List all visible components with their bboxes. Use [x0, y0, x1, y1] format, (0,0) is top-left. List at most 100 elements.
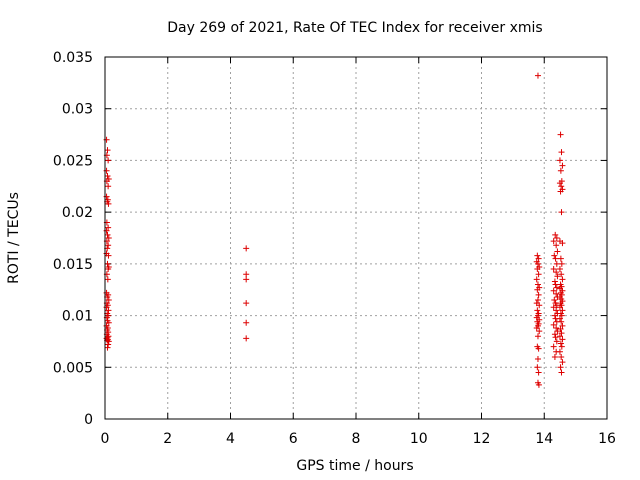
data-point — [557, 188, 564, 195]
data-point — [533, 324, 540, 331]
data-point — [553, 269, 560, 276]
x-tick-label: 4 — [226, 431, 235, 447]
data-point — [559, 162, 566, 169]
data-point — [243, 300, 250, 307]
data-point — [558, 209, 565, 216]
data-point — [104, 147, 111, 154]
data-point — [552, 334, 559, 341]
data-point — [559, 276, 566, 283]
data-point — [553, 284, 560, 291]
data-point — [551, 252, 558, 259]
y-tick-label: 0.015 — [53, 257, 93, 273]
data-point — [556, 348, 563, 355]
data-point — [550, 287, 557, 294]
data-point — [556, 315, 563, 322]
data-point — [103, 167, 110, 174]
data-point — [553, 242, 560, 249]
data-point — [556, 304, 563, 311]
data-point — [105, 307, 112, 314]
data-point — [559, 359, 566, 366]
data-point — [534, 364, 541, 371]
data-point — [558, 149, 565, 156]
data-point — [105, 235, 112, 241]
data-point — [105, 338, 112, 345]
x-tick-label: 2 — [163, 431, 172, 447]
grid-lines — [105, 57, 607, 419]
data-point — [553, 235, 560, 241]
data-point — [243, 319, 250, 326]
x-tick-label: 6 — [289, 431, 298, 447]
y-tick-label: 0.025 — [53, 153, 93, 169]
data-point — [105, 242, 112, 249]
data-point — [553, 324, 560, 331]
data-point — [558, 271, 565, 278]
data-point — [105, 252, 112, 259]
data-point — [534, 286, 541, 293]
data-point — [243, 271, 250, 278]
data-point — [559, 336, 566, 343]
data-point — [243, 276, 250, 283]
data-point — [559, 240, 566, 247]
data-point — [104, 276, 111, 283]
x-tick-label: 16 — [598, 431, 616, 447]
data-point — [550, 321, 557, 328]
data-point — [536, 302, 543, 309]
data-point — [535, 345, 542, 352]
data-point — [535, 369, 542, 376]
data-point — [558, 260, 565, 267]
data-point — [558, 353, 565, 360]
data-point — [552, 255, 559, 262]
data-point — [556, 266, 563, 273]
data-point — [558, 343, 565, 350]
data-point — [553, 290, 560, 297]
data-point — [556, 180, 563, 187]
data-point — [243, 245, 250, 252]
y-tick-label: 0.02 — [62, 205, 93, 221]
y-tick-label: 0 — [84, 412, 93, 428]
data-point — [105, 157, 112, 164]
data-point — [557, 340, 564, 347]
data-point — [554, 273, 561, 280]
data-point — [534, 281, 541, 288]
x-axis-label: GPS time / hours — [296, 458, 413, 474]
data-point — [105, 224, 112, 231]
data-points — [103, 72, 566, 388]
y-tick-label: 0.01 — [62, 309, 93, 325]
data-point — [534, 72, 541, 79]
data-point — [103, 193, 110, 200]
data-point — [104, 172, 111, 179]
data-point — [558, 369, 565, 376]
y-tick-label: 0.005 — [53, 360, 93, 376]
data-point — [105, 341, 112, 348]
x-tick-label: 0 — [101, 431, 110, 447]
data-point — [556, 333, 563, 340]
data-point — [550, 266, 557, 273]
data-point — [557, 131, 564, 138]
data-point — [534, 266, 541, 273]
data-point — [550, 343, 557, 350]
data-point — [557, 364, 564, 371]
data-point — [535, 291, 542, 298]
data-point — [551, 312, 558, 319]
data-point — [533, 276, 540, 283]
data-point — [558, 312, 565, 319]
data-point — [103, 227, 110, 234]
data-point — [534, 333, 541, 340]
data-point — [551, 353, 558, 360]
data-point — [554, 328, 561, 335]
data-point — [558, 318, 565, 325]
data-point — [104, 344, 111, 351]
data-point — [553, 260, 560, 267]
data-point — [557, 326, 564, 333]
data-point — [105, 266, 112, 273]
y-axis-label: ROTI / TECUs — [6, 192, 22, 284]
data-point — [535, 381, 542, 388]
y-tick-label: 0.035 — [53, 50, 93, 66]
data-point — [535, 255, 542, 262]
data-point — [558, 330, 565, 337]
data-point — [534, 297, 541, 304]
data-point — [105, 319, 112, 326]
data-point — [557, 255, 564, 262]
data-point — [535, 271, 542, 278]
